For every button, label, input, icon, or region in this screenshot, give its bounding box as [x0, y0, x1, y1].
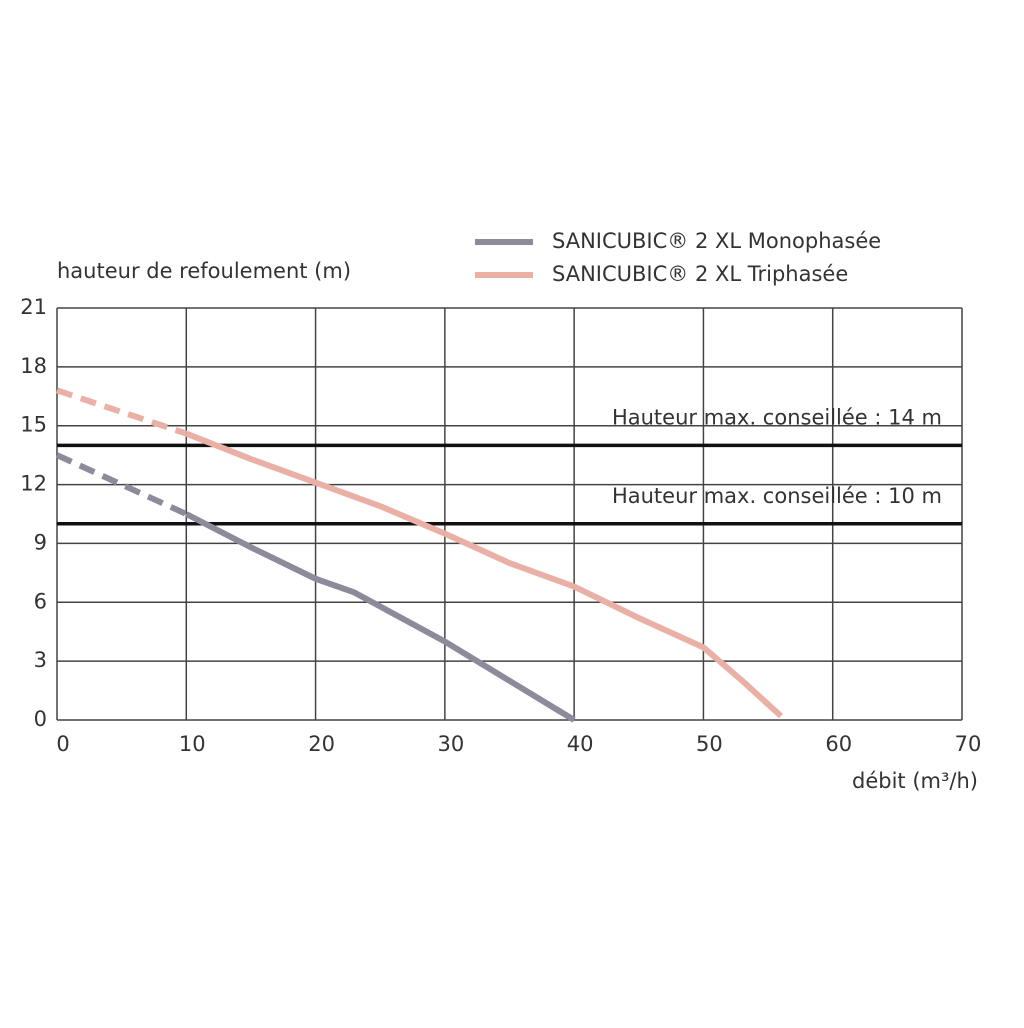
legend-label: SANICUBIC® 2 XL Triphasée — [552, 262, 848, 286]
y-tick-label: 9 — [34, 530, 47, 554]
y-tick-label: 0 — [34, 707, 47, 731]
series-line-dashed — [56, 387, 188, 437]
y-tick-label: 15 — [20, 413, 47, 437]
x-tick-label: 50 — [696, 732, 723, 756]
legend-label: SANICUBIC® 2 XL Monophasée — [552, 229, 881, 253]
x-tick-label: 40 — [567, 732, 594, 756]
x-tick-label: 0 — [56, 732, 69, 756]
y-tick-label: 12 — [20, 472, 47, 496]
x-tick-label: 70 — [955, 732, 982, 756]
x-tick-label: 10 — [179, 732, 206, 756]
y-axis-label: hauteur de refoulement (m) — [57, 259, 351, 283]
x-tick-label: 30 — [437, 732, 464, 756]
y-tick-label: 3 — [34, 648, 47, 672]
y-tick-label: 6 — [34, 589, 47, 613]
reference-label: Hauteur max. conseillée : 14 m — [612, 405, 942, 429]
x-tick-label: 60 — [825, 732, 852, 756]
y-tick-label: 18 — [20, 354, 47, 378]
reference-label: Hauteur max. conseillée : 10 m — [612, 484, 942, 508]
series-line — [184, 511, 576, 723]
x-axis-label: débit (m³/h) — [852, 769, 978, 793]
y-tick-label: 21 — [20, 295, 47, 319]
x-tick-label: 20 — [308, 732, 335, 756]
series-line — [185, 430, 784, 719]
